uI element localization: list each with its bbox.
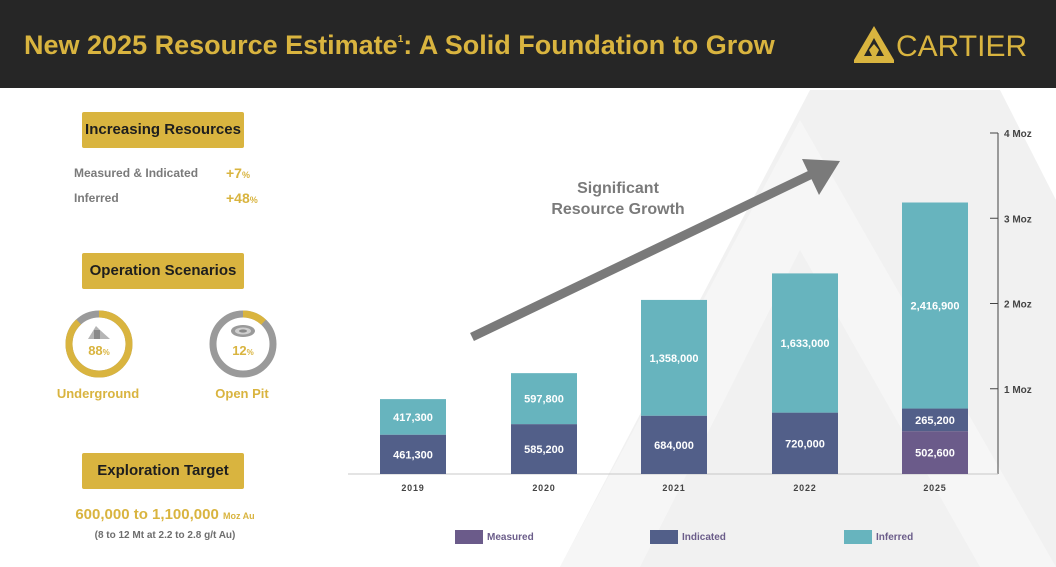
underground-percent: 88% xyxy=(88,343,110,358)
operation-scenarios-heading: Operation Scenarios xyxy=(82,253,244,289)
open-pit-icon xyxy=(231,325,255,337)
legend-swatch-indicated xyxy=(650,530,678,544)
bar-label-inferred-2020: 597,800 xyxy=(524,394,564,406)
resource-row-value-measured-indicated: +7% xyxy=(226,165,250,181)
bar-inferred-2021 xyxy=(641,299,707,416)
growth-callout: Significant Resource Growth xyxy=(551,180,685,218)
open-pit-percent: 12% xyxy=(232,343,254,358)
open-pit-donut xyxy=(208,309,278,379)
title-footnote: 1 xyxy=(397,34,404,45)
increasing-resources-heading: Increasing Resources xyxy=(82,112,244,148)
bar-indicated-2025 xyxy=(902,408,968,432)
exploration-target-details: (8 to 12 Mt at 2.2 to 2.8 g/t Au) xyxy=(94,530,236,541)
resource-growth-chart: 1 Moz 2 Moz 3 Moz 4 Moz 461,300 417,300 2019 58… xyxy=(348,129,1032,493)
cartier-logo: CARTIER xyxy=(852,24,1032,68)
bar-label-inferred-2021: 1,358,000 xyxy=(650,353,699,365)
y-axis-tick-label: 3 Moz xyxy=(1004,214,1032,225)
underground-label: Underground xyxy=(56,386,140,401)
y-axis-tick-label: 1 Moz xyxy=(1004,385,1032,396)
donut-ring-value xyxy=(65,310,133,378)
donut-ring-value xyxy=(209,310,277,378)
growth-arrow-icon xyxy=(470,159,840,342)
bar-measured-2025 xyxy=(902,431,968,474)
exploration-target-value: 600,000 to 1,100,000 Moz Au xyxy=(75,506,255,523)
bar-indicated-2022 xyxy=(772,412,838,474)
x-axis-tick-label-2025: 2025 xyxy=(923,483,946,493)
bar-label-measured-2025: 502,600 xyxy=(915,448,955,460)
underground-mine-icon xyxy=(88,326,110,339)
open-pit-label: Open Pit xyxy=(215,386,269,401)
bar-label-indicated-2021: 684,000 xyxy=(654,440,694,452)
logo-text: CARTIER xyxy=(896,30,1028,63)
bar-indicated-2020 xyxy=(511,424,577,474)
x-axis-tick-label-2021: 2021 xyxy=(662,483,685,493)
legend-swatch-measured xyxy=(455,530,483,544)
page-title: New 2025 Resource Estimate1: A Solid Fou… xyxy=(24,30,775,60)
bar-indicated-2019 xyxy=(380,434,446,474)
bar-label-indicated-2022: 720,000 xyxy=(785,438,825,450)
bar-inferred-2019 xyxy=(380,399,446,435)
resource-row-label-measured-indicated: Measured & Indicated xyxy=(74,166,199,180)
bar-inferred-2020 xyxy=(511,373,577,425)
bar-inferred-2025 xyxy=(902,202,968,409)
resource-row-value-inferred: +48% xyxy=(226,190,258,206)
bar-label-indicated-2019: 461,300 xyxy=(393,449,433,461)
bar-indicated-2021 xyxy=(641,415,707,474)
y-axis-tick-label: 4 Moz xyxy=(1004,129,1032,140)
mountain-logo-icon xyxy=(854,26,894,63)
legend-swatch-inferred xyxy=(844,530,872,544)
bar-label-inferred-2019: 417,300 xyxy=(393,412,433,424)
underground-donut xyxy=(64,309,134,379)
x-axis-tick-label-2020: 2020 xyxy=(532,483,555,493)
resource-row-label-inferred: Inferred xyxy=(74,191,119,205)
x-axis-tick-label-2019: 2019 xyxy=(401,483,424,493)
exploration-target-heading: Exploration Target xyxy=(82,453,244,489)
bar-inferred-2022 xyxy=(772,273,838,413)
header-bar: New 2025 Resource Estimate1: A Solid Fou… xyxy=(0,0,1056,88)
bar-label-inferred-2025: 2,416,900 xyxy=(911,301,960,313)
x-axis-tick-label-2022: 2022 xyxy=(793,483,816,493)
y-axis-tick-label: 2 Moz xyxy=(1004,300,1032,311)
bar-label-inferred-2022: 1,633,000 xyxy=(781,338,830,350)
bar-label-indicated-2020: 585,200 xyxy=(524,444,564,456)
bar-label-indicated-2025: 265,200 xyxy=(915,415,955,427)
